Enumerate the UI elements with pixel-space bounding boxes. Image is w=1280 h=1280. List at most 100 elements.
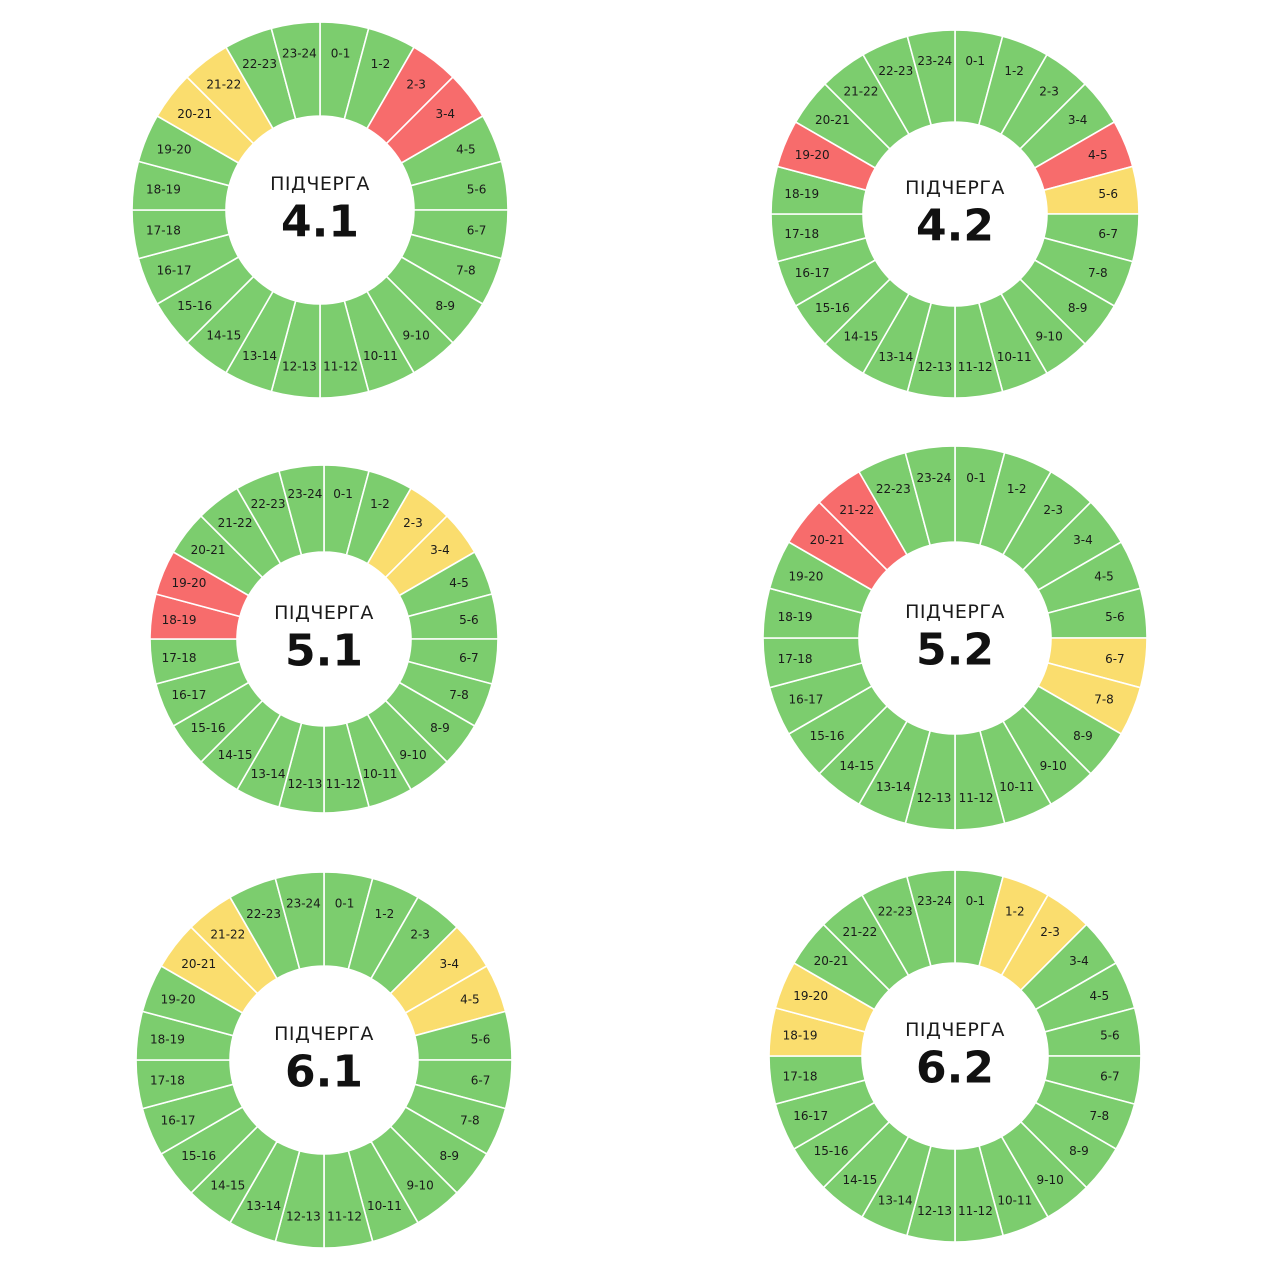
hour-label-6-7: 6-7 [1105, 652, 1125, 666]
hour-label-20-21: 20-21 [191, 543, 226, 557]
queue-chart-4-1: 0-1 1-2 2-3 3-4 4-5 5-6 6-7 7-8 8-9 9-10 10-11 11-1… [131, 21, 509, 399]
hour-label-14-15: 14-15 [210, 1178, 245, 1192]
hour-label-3-4: 3-4 [1068, 113, 1088, 127]
hour-label-2-3: 2-3 [403, 516, 423, 530]
hour-label-19-20: 19-20 [172, 576, 207, 590]
hour-label-12-13: 12-13 [282, 360, 317, 374]
hour-label-15-16: 15-16 [181, 1149, 216, 1163]
hour-label-21-22: 21-22 [842, 925, 877, 939]
hour-label-13-14: 13-14 [246, 1199, 281, 1213]
hour-label-19-20: 19-20 [157, 143, 192, 157]
hour-label-12-13: 12-13 [917, 1204, 952, 1218]
hour-label-9-10: 9-10 [399, 748, 426, 762]
hour-label-16-17: 16-17 [161, 1113, 196, 1127]
hour-label-22-23: 22-23 [246, 907, 281, 921]
hour-label-12-13: 12-13 [286, 1210, 321, 1224]
hour-label-4-5: 4-5 [456, 143, 476, 157]
hour-label-14-15: 14-15 [218, 748, 253, 762]
hour-label-0-1: 0-1 [331, 46, 351, 60]
hour-label-7-8: 7-8 [456, 263, 476, 277]
hour-label-4-5: 4-5 [460, 993, 480, 1007]
hour-label-5-6: 5-6 [1105, 610, 1125, 624]
queue-number: 5.1 [285, 626, 363, 677]
hour-label-17-18: 17-18 [146, 224, 181, 238]
hour-label-21-22: 21-22 [843, 84, 878, 98]
hour-label-0-1: 0-1 [966, 471, 986, 485]
hour-label-9-10: 9-10 [1036, 1173, 1063, 1187]
hour-label-13-14: 13-14 [878, 350, 913, 364]
hour-label-2-3: 2-3 [1039, 84, 1059, 98]
hour-label-13-14: 13-14 [878, 1193, 913, 1207]
hour-label-8-9: 8-9 [1068, 301, 1088, 315]
queue-chart-5-1: 0-1 1-2 2-3 3-4 4-5 5-6 6-7 7-8 8-9 9-1010-1111-1… [149, 464, 499, 814]
hour-label-14-15: 14-15 [843, 330, 878, 344]
hour-label-12-13: 12-13 [287, 777, 322, 791]
hour-label-18-19: 18-19 [784, 187, 819, 201]
hour-label-9-10: 9-10 [1035, 330, 1062, 344]
hour-label-16-17: 16-17 [172, 688, 207, 702]
hour-label-11-12: 11-12 [959, 791, 994, 805]
hour-label-7-8: 7-8 [449, 688, 469, 702]
queue-number: 4.2 [916, 201, 994, 252]
hour-label-15-16: 15-16 [177, 299, 212, 313]
hour-label-21-22: 21-22 [210, 928, 245, 942]
hour-label-1-2: 1-2 [371, 57, 391, 71]
hour-label-17-18: 17-18 [162, 651, 197, 665]
hour-label-8-9: 8-9 [1069, 1144, 1089, 1158]
hour-label-18-19: 18-19 [150, 1032, 185, 1046]
hour-segment-23-24 [270, 21, 321, 121]
hour-label-13-14: 13-14 [242, 349, 277, 363]
hour-segment-23-24 [905, 869, 956, 968]
hour-label-5-6: 5-6 [467, 182, 487, 196]
hour-label-5-6: 5-6 [459, 613, 479, 627]
hour-label-6-7: 6-7 [467, 224, 487, 238]
hour-label-20-21: 20-21 [181, 957, 216, 971]
hour-label-15-16: 15-16 [810, 729, 845, 743]
hour-label-10-11: 10-11 [997, 350, 1032, 364]
hour-segment-23-24 [904, 445, 956, 547]
hour-label-10-11: 10-11 [363, 349, 398, 363]
hour-label-17-18: 17-18 [778, 652, 813, 666]
hour-label-4-5: 4-5 [1090, 989, 1110, 1003]
hour-label-10-11: 10-11 [362, 767, 397, 781]
hour-segment-23-24 [906, 29, 956, 127]
queue-number: 6.1 [285, 1047, 363, 1098]
queue-title: ПІДЧЕРГА [274, 602, 374, 624]
hour-label-20-21: 20-21 [815, 113, 850, 127]
hour-label-0-1: 0-1 [335, 896, 355, 910]
hour-label-18-19: 18-19 [778, 610, 813, 624]
hour-label-15-16: 15-16 [814, 1144, 849, 1158]
hour-label-16-17: 16-17 [793, 1109, 828, 1123]
hour-label-23-24: 23-24 [917, 471, 952, 485]
hour-label-7-8: 7-8 [1094, 693, 1114, 707]
hour-label-16-17: 16-17 [789, 693, 824, 707]
hour-label-6-7: 6-7 [1100, 1069, 1120, 1083]
hour-label-4-5: 4-5 [449, 576, 469, 590]
hour-label-5-6: 5-6 [1100, 1029, 1120, 1043]
hour-label-9-10: 9-10 [1040, 759, 1067, 773]
hour-label-20-21: 20-21 [177, 107, 212, 121]
hour-label-11-12: 11-12 [958, 360, 993, 374]
hour-label-5-6: 5-6 [1098, 187, 1118, 201]
queue-title: ПІДЧЕРГА [270, 173, 370, 195]
hour-label-21-22: 21-22 [206, 78, 241, 92]
hour-label-0-1: 0-1 [965, 54, 985, 68]
hour-segment-23-24 [274, 871, 325, 971]
queue-chart-6-1: 0-1 1-2 2-3 3-4 4-5 5-6 6-7 7-8 8-9 9-10 10-11 11-1… [135, 871, 513, 1249]
hour-label-23-24: 23-24 [917, 54, 952, 68]
hour-label-2-3: 2-3 [406, 78, 426, 92]
hour-label-7-8: 7-8 [1088, 266, 1108, 280]
hour-label-7-8: 7-8 [460, 1113, 480, 1127]
hour-label-18-19: 18-19 [146, 182, 181, 196]
hour-label-19-20: 19-20 [161, 993, 196, 1007]
hour-label-14-15: 14-15 [206, 328, 241, 342]
hour-label-23-24: 23-24 [917, 894, 952, 908]
hour-label-13-14: 13-14 [251, 767, 286, 781]
hour-label-17-18: 17-18 [783, 1069, 818, 1083]
hour-label-23-24: 23-24 [286, 896, 321, 910]
hour-label-16-17: 16-17 [795, 266, 830, 280]
hour-label-6-7: 6-7 [459, 651, 479, 665]
hour-label-12-13: 12-13 [917, 360, 952, 374]
